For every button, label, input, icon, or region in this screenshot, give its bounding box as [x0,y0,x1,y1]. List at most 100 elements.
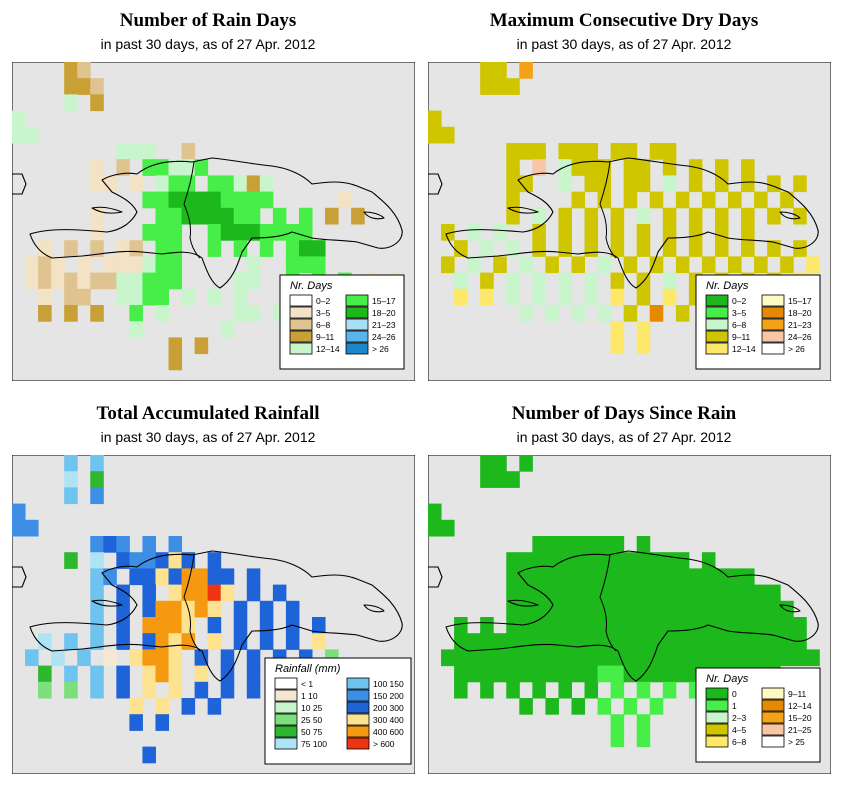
grid-cell [181,552,196,569]
grid-cell [207,600,222,618]
grid-cell [51,272,65,290]
grid-cell [246,207,261,225]
grid-cell [142,633,156,650]
grid-cell [246,175,261,193]
coastline-path [12,157,403,289]
grid-cell [558,536,572,553]
grid-cell [649,698,664,715]
grid-cell [142,617,156,634]
grid-cell [272,207,287,225]
grid-cell [571,665,586,683]
grid-cell [610,584,625,602]
grid-cell [233,272,248,290]
grid-cell [636,617,651,634]
grid-cell [493,62,507,79]
grid-cell [142,256,156,274]
grid-cell [220,191,235,209]
grid-cell [467,633,481,650]
grid-cell [233,633,248,650]
grid-cell [168,633,183,650]
grid-cell [480,62,494,79]
panel-subtitle: in past 30 days, as of 27 Apr. 2012 [100,429,316,445]
grid-cell [714,584,729,602]
grid-cell [259,633,274,650]
grid-cell [532,665,546,683]
grid-cell [493,649,507,667]
grid-cell [649,568,664,586]
grid-cell [636,207,651,225]
grid-cell [90,175,104,193]
legend-label: 21–25 [788,725,812,735]
grid-cell [64,272,78,290]
grid-cell [441,649,455,667]
grid-cell [246,681,261,699]
grid-cell [103,175,117,193]
grid-cell [519,143,533,160]
grid-cell [545,617,559,634]
grid-cell [649,143,664,160]
grid-cell [571,698,586,715]
grid-cell [662,633,677,650]
grid-cell [610,665,625,683]
grid-cell [207,191,222,209]
grid-cell [662,649,677,667]
grid-cells [428,62,820,355]
grid-cell [233,305,248,322]
grid-cell [571,649,586,667]
grid-cell [610,633,625,650]
grid-cell [754,256,768,274]
grid-cell [493,471,507,488]
grid-cell [741,617,755,634]
grid-cell [64,471,78,488]
grid-cell [480,272,494,290]
legend-swatch [346,737,370,750]
grid-cell [571,584,586,602]
grid-cell [636,536,651,553]
grid-cell [207,240,222,257]
grid-cell [741,600,755,618]
grid-cell [662,240,677,257]
grid-cell [103,568,117,586]
grid-cell [728,584,742,602]
grid-cell [480,471,494,488]
grid-cell [532,681,546,699]
grid-cell [129,288,143,306]
grid-cell [12,503,26,521]
grid-cell [610,600,625,618]
legend-swatch [346,677,370,690]
legend-label: 15–17 [788,296,812,306]
grid-cell [64,665,78,683]
grid-cell [155,665,170,683]
grid-cell [506,649,520,667]
grid-cell [636,633,651,650]
grid-cell [649,584,664,602]
grid-cell [441,224,455,241]
grid-cell [701,584,716,602]
grid-cell [259,191,274,209]
grid-cell [597,256,612,274]
grid-cell [77,62,91,79]
grid-cell [597,552,612,569]
grid-cell [780,649,794,667]
legend-swatch [761,318,785,331]
grid-cell [780,191,794,209]
grid-cell [64,94,78,112]
legend: Nr. Days 0 1 2–3 4–5 6–8 9–11 12–14 15–20 21–25 > … [695,667,821,763]
legend-label: 400 600 [373,727,404,737]
grid-cell [610,224,625,241]
grid-cell [767,240,781,257]
grid-cell [194,584,209,602]
grid-cell [662,143,677,160]
grid-cell [77,649,91,667]
grid-cell [623,568,638,586]
grid-cell [649,256,664,274]
grid-cell [428,110,442,128]
grid-cell [64,487,78,505]
grid-cell [155,649,170,667]
grid-cell [207,207,222,225]
grid-cell [90,272,104,290]
grid-cell [741,633,755,650]
grid-cell [623,665,638,683]
grid-cell [25,126,39,144]
grid-cell [610,730,625,748]
